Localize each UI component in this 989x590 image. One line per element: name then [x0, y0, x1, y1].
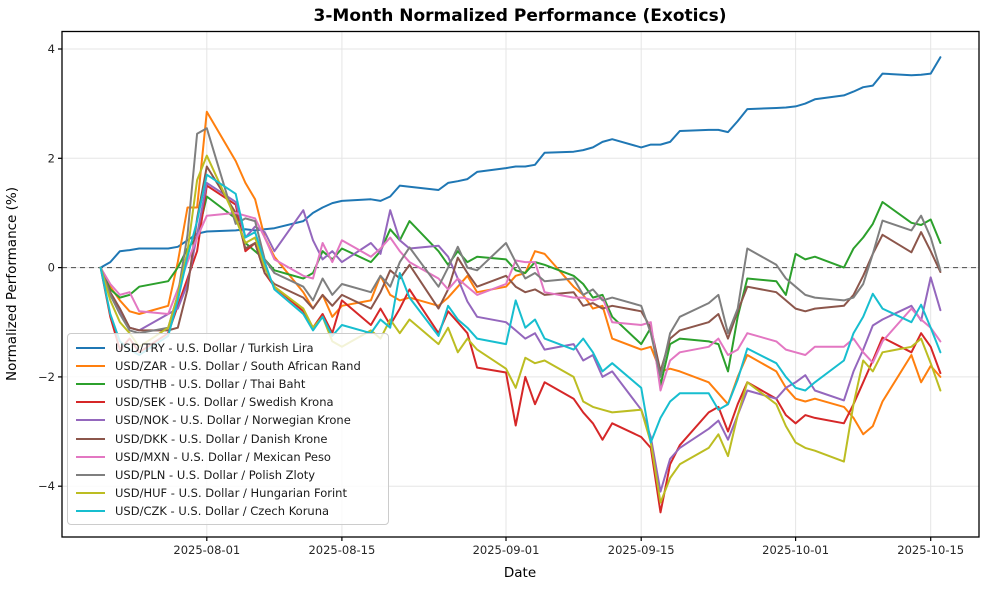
- y-tick-label: 2: [48, 151, 55, 165]
- legend-label: USD/PLN - U.S. Dollar / Polish Zloty: [115, 467, 316, 482]
- legend-swatch: [76, 509, 105, 512]
- legend-label: USD/NOK - U.S. Dollar / Norwegian Krone: [115, 413, 351, 428]
- legend-label: USD/DKK - U.S. Dollar / Danish Krone: [115, 431, 328, 446]
- legend-swatch: [76, 455, 105, 458]
- x-axis-label: Date: [504, 565, 536, 581]
- legend-label: USD/THB - U.S. Dollar / Thai Baht: [115, 377, 306, 392]
- axis-ticks: [58, 48, 932, 541]
- legend-item-usd-dkk: USD/DKK - U.S. Dollar / Danish Krone: [76, 430, 380, 448]
- legend-label: USD/MXN - U.S. Dollar / Mexican Peso: [115, 449, 331, 464]
- legend-swatch: [76, 401, 105, 404]
- legend-swatch: [76, 419, 105, 422]
- y-tick-label: −4: [38, 479, 55, 493]
- legend-swatch: [76, 473, 105, 476]
- legend-item-usd-zar: USD/ZAR - U.S. Dollar / South African Ra…: [76, 357, 380, 375]
- x-tick-label: 2025-08-01: [173, 543, 240, 557]
- legend-swatch: [76, 491, 105, 494]
- legend-item-usd-thb: USD/THB - U.S. Dollar / Thai Baht: [76, 375, 380, 393]
- chart-legend: USD/TRY - U.S. Dollar / Turkish Lira USD/…: [67, 333, 389, 525]
- legend-label: USD/CZK - U.S. Dollar / Czech Koruna: [115, 503, 330, 518]
- x-tick-label: 2025-09-01: [473, 543, 540, 557]
- legend-label: USD/HUF - U.S. Dollar / Hungarian Forint: [115, 485, 347, 500]
- series-line-usd-czk: [99, 173, 942, 444]
- series-line-usd-pln: [99, 127, 942, 378]
- legend-label: USD/TRY - U.S. Dollar / Turkish Lira: [115, 341, 314, 355]
- legend-swatch: [76, 365, 105, 368]
- x-tick-label: 2025-10-01: [762, 543, 829, 557]
- x-tick-label: 2025-08-15: [308, 543, 375, 557]
- series-line-usd-try: [99, 56, 942, 269]
- legend-item-usd-nok: USD/NOK - U.S. Dollar / Norwegian Krone: [76, 411, 380, 429]
- legend-item-usd-try: USD/TRY - U.S. Dollar / Turkish Lira: [76, 339, 380, 357]
- y-tick-label: 0: [48, 261, 55, 275]
- x-tick-label: 2025-10-15: [897, 543, 964, 557]
- legend-swatch: [76, 437, 105, 440]
- chart-title: 3-Month Normalized Performance (Exotics): [314, 6, 727, 26]
- series-line-usd-zar: [99, 110, 942, 436]
- y-axis-label: Normalized Performance (%): [4, 187, 20, 381]
- y-tick-label: 4: [48, 42, 55, 56]
- legend-label: USD/ZAR - U.S. Dollar / South African Ra…: [115, 359, 361, 374]
- series-line-usd-huf: [99, 154, 942, 504]
- legend-item-usd-pln: USD/PLN - U.S. Dollar / Polish Zloty: [76, 466, 380, 484]
- axis-tick-labels: 2025-08-01 2025-08-15 2025-09-01 2025-09-15…: [38, 42, 964, 557]
- legend-swatch: [76, 347, 105, 349]
- legend-swatch: [76, 383, 105, 386]
- legend-item-usd-mxn: USD/MXN - U.S. Dollar / Mexican Peso: [76, 448, 380, 466]
- x-tick-label: 2025-09-15: [608, 543, 675, 557]
- legend-item-usd-czk: USD/CZK - U.S. Dollar / Czech Koruna: [76, 502, 380, 520]
- legend-label: USD/SEK - U.S. Dollar / Swedish Krona: [115, 395, 334, 410]
- y-tick-label: −2: [38, 370, 55, 384]
- plot-border: [61, 30, 980, 538]
- legend-item-usd-sek: USD/SEK - U.S. Dollar / Swedish Krona: [76, 393, 380, 411]
- series-lines: [99, 56, 942, 514]
- legend-item-usd-huf: USD/HUF - U.S. Dollar / Hungarian Forint: [76, 484, 380, 502]
